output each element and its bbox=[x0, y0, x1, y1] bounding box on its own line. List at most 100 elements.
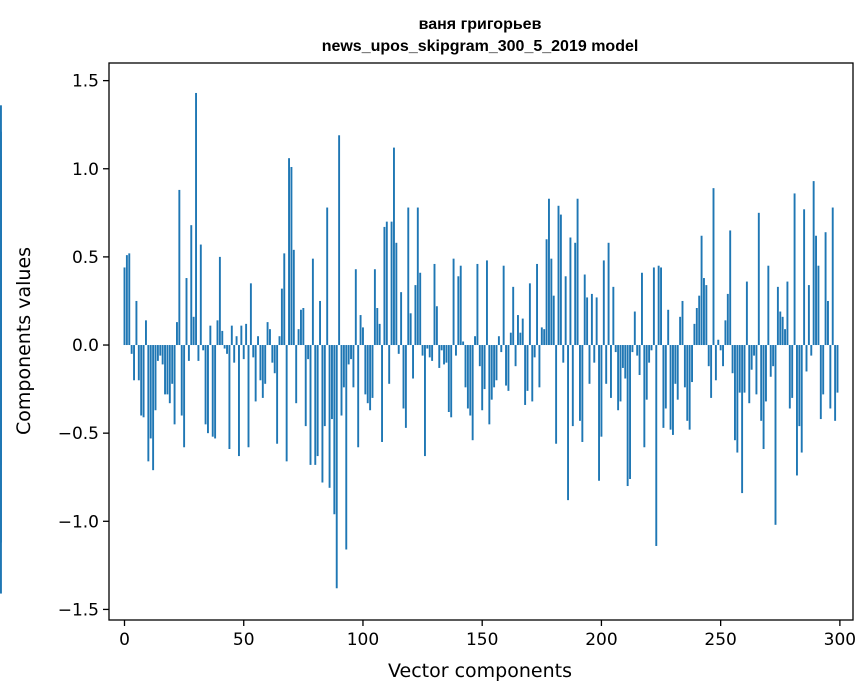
bar bbox=[543, 329, 546, 346]
bar bbox=[512, 286, 515, 346]
bar bbox=[214, 345, 217, 439]
bar bbox=[314, 345, 317, 465]
bar bbox=[168, 345, 171, 404]
bar bbox=[626, 345, 629, 487]
bar bbox=[705, 285, 708, 346]
bar bbox=[352, 345, 355, 388]
bar bbox=[621, 345, 624, 368]
bar bbox=[726, 293, 729, 346]
x-tick-label: 0 bbox=[119, 630, 130, 650]
bar bbox=[521, 318, 524, 346]
bar bbox=[369, 345, 372, 411]
bar bbox=[242, 345, 245, 360]
bar bbox=[586, 297, 589, 346]
bar bbox=[252, 345, 255, 358]
bar bbox=[147, 345, 150, 462]
bar bbox=[612, 286, 615, 346]
bar bbox=[476, 263, 479, 346]
bar bbox=[216, 320, 219, 346]
bar bbox=[681, 300, 684, 346]
bar bbox=[261, 345, 264, 398]
bar bbox=[376, 308, 379, 346]
bar bbox=[776, 286, 779, 346]
bar bbox=[359, 315, 362, 346]
bar bbox=[679, 316, 682, 346]
bar bbox=[781, 316, 784, 346]
bar bbox=[290, 166, 293, 346]
bar bbox=[574, 242, 577, 346]
bar bbox=[288, 158, 290, 346]
bar bbox=[347, 345, 350, 365]
bar bbox=[676, 345, 679, 400]
bar bbox=[774, 345, 777, 525]
bar bbox=[819, 345, 822, 420]
bar bbox=[648, 345, 651, 363]
bar bbox=[486, 260, 488, 346]
bar bbox=[767, 265, 770, 346]
bar bbox=[445, 345, 448, 363]
bar bbox=[221, 330, 224, 346]
bar bbox=[338, 135, 341, 346]
bar bbox=[333, 345, 336, 515]
bar bbox=[416, 207, 419, 346]
bar bbox=[254, 345, 257, 402]
bar bbox=[812, 181, 815, 346]
plot-frame bbox=[108, 62, 854, 621]
bar bbox=[698, 295, 701, 346]
bar bbox=[149, 345, 152, 439]
bar bbox=[245, 323, 248, 346]
y-axis-ticks: 1.5 1.0 0.5 0.0 −0.5 −1.0 −1.5 bbox=[58, 72, 109, 620]
bar bbox=[443, 345, 445, 365]
bar bbox=[641, 272, 643, 346]
bar bbox=[428, 345, 431, 358]
bar bbox=[280, 288, 283, 346]
bar bbox=[412, 345, 414, 379]
bar bbox=[192, 316, 195, 346]
bar bbox=[295, 345, 298, 404]
bar bbox=[400, 292, 403, 346]
bar bbox=[249, 283, 252, 346]
y-axis-label: Components values bbox=[13, 247, 35, 435]
bar bbox=[180, 345, 183, 416]
bar bbox=[736, 345, 739, 453]
bar bbox=[495, 345, 498, 381]
bar bbox=[264, 345, 267, 384]
bar bbox=[633, 311, 636, 346]
x-tick-label: 200 bbox=[585, 630, 617, 650]
bar bbox=[545, 239, 548, 346]
bar bbox=[300, 309, 302, 346]
bar bbox=[156, 345, 159, 361]
bar bbox=[0, 105, 2, 346]
bar bbox=[748, 345, 751, 404]
bar bbox=[683, 345, 686, 388]
bar bbox=[223, 345, 226, 349]
bar bbox=[645, 345, 648, 400]
bar bbox=[588, 345, 591, 384]
bar bbox=[342, 345, 345, 388]
bar bbox=[743, 345, 746, 393]
bar bbox=[307, 345, 310, 360]
bar bbox=[691, 345, 693, 383]
bar bbox=[497, 336, 500, 346]
bar bbox=[757, 212, 760, 346]
bar bbox=[419, 272, 422, 346]
bar bbox=[514, 345, 517, 367]
bar bbox=[371, 345, 374, 398]
bar bbox=[629, 345, 631, 479]
bar bbox=[583, 274, 586, 346]
bar bbox=[528, 283, 531, 346]
bar bbox=[185, 278, 188, 346]
bar bbox=[617, 345, 620, 411]
bar bbox=[722, 345, 724, 367]
bar bbox=[202, 345, 205, 351]
bar bbox=[269, 329, 271, 346]
bar bbox=[397, 345, 400, 354]
bar bbox=[195, 92, 197, 346]
bar bbox=[719, 345, 722, 351]
bar bbox=[197, 345, 200, 361]
bar bbox=[750, 345, 753, 370]
bar bbox=[142, 345, 145, 418]
bar bbox=[550, 258, 553, 346]
bar bbox=[703, 278, 705, 346]
bar bbox=[228, 345, 231, 450]
